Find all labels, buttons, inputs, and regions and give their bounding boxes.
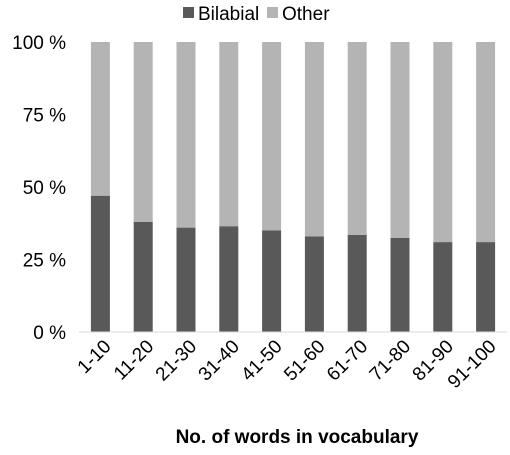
bar-bilabial-71-80: [390, 237, 410, 333]
legend: Bilabial Other: [183, 4, 330, 25]
y-tick-label: 100 %: [12, 33, 66, 54]
bar-other-81-90: [433, 42, 453, 243]
bar-other-51-60: [304, 42, 324, 237]
bar-other-41-50: [262, 42, 282, 231]
bar-other-11-20: [133, 42, 153, 222]
bar-bilabial-11-20: [133, 221, 153, 332]
x-tick-label: 51-60: [280, 336, 329, 385]
x-tick-label: 41-50: [237, 336, 286, 385]
bar-bilabial-61-70: [347, 234, 367, 332]
x-tick-label: 31-40: [195, 336, 244, 385]
bar-other-31-40: [219, 42, 239, 227]
bar-other-21-30: [176, 42, 196, 228]
bar-bilabial-91-100: [476, 242, 496, 332]
y-tick-label: 25 %: [23, 251, 66, 272]
bar-bilabial-1-10: [90, 195, 110, 332]
x-tick-label: 1-10: [74, 336, 116, 378]
bar-bilabial-51-60: [304, 236, 324, 332]
x-tick-label: 11-20: [110, 336, 158, 384]
legend-label-bilabial: Bilabial: [198, 4, 259, 25]
bar-bilabial-41-50: [262, 230, 282, 332]
bar-other-71-80: [390, 42, 410, 238]
x-tick-label: 91-100: [444, 336, 501, 393]
legend-swatch-bilabial: [183, 7, 194, 18]
bar-other-1-10: [90, 42, 110, 196]
bar-bilabial-81-90: [433, 242, 453, 332]
bars: [90, 42, 496, 333]
legend-swatch-other: [267, 7, 278, 18]
y-tick-label: 75 %: [23, 106, 66, 127]
legend-label-other: Other: [282, 4, 330, 25]
bar-bilabial-31-40: [219, 226, 239, 332]
x-tick-label: 61-70: [323, 336, 372, 385]
y-tick-label: 0 %: [33, 323, 66, 344]
y-axis: 0 % 25 % 50 % 75 % 100 %: [12, 33, 66, 344]
x-tick-label: 71-80: [366, 336, 415, 385]
x-axis-title: No. of words in vocabulary: [176, 427, 419, 448]
y-tick-label: 50 %: [23, 178, 66, 199]
x-axis: 1-10 11-20 21-30 31-40 41-50 51-60 61-70…: [74, 331, 507, 393]
bar-bilabial-21-30: [176, 227, 196, 332]
bar-other-61-70: [347, 42, 367, 235]
bar-other-91-100: [476, 42, 496, 243]
x-tick-label: 21-30: [152, 336, 201, 385]
